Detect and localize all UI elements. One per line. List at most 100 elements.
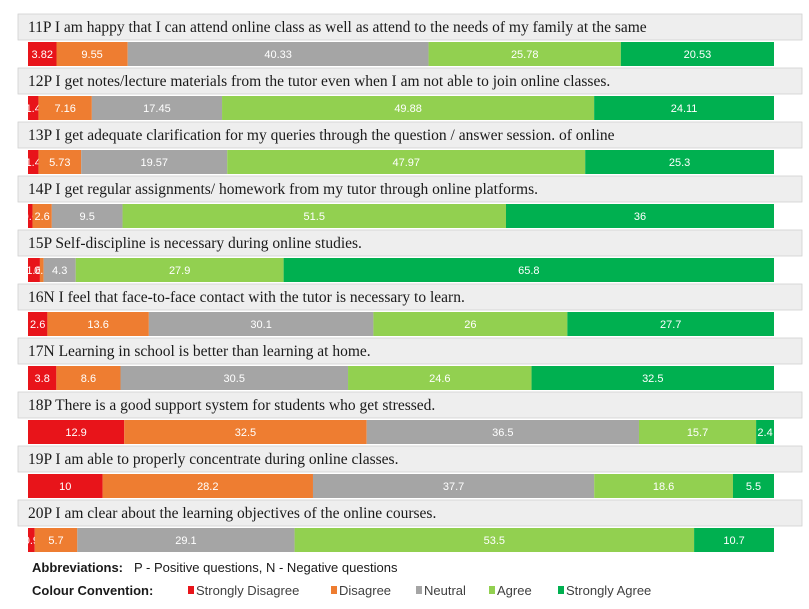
legend: Strongly Disagree Disagree Neutral Agree Str… — [188, 583, 651, 598]
bar-segment — [28, 204, 33, 228]
bar-segment — [124, 420, 367, 444]
question-band — [17, 337, 803, 365]
bar-segment — [594, 96, 774, 120]
data-label: 7.16 — [54, 103, 75, 115]
data-label: 15.7 — [687, 427, 708, 439]
bar-segment — [294, 528, 695, 552]
bar-segment — [120, 366, 349, 390]
bar-segment — [28, 150, 39, 174]
question-text: 12P I get notes/lecture materials from t… — [28, 73, 610, 90]
data-label: 3.8 — [35, 373, 50, 385]
data-label: 24.6 — [429, 373, 450, 385]
bar-segment — [77, 528, 295, 552]
bar-segment — [567, 312, 774, 336]
bar-segment — [531, 366, 774, 390]
legend-label: Strongly Agree — [566, 583, 651, 598]
bar-segment — [81, 150, 228, 174]
data-label: 2.4 — [757, 427, 772, 439]
question-row: 18P There is a good support system for s… — [17, 391, 803, 444]
bar-segment — [127, 42, 429, 66]
data-label: 26 — [464, 319, 476, 331]
data-label: 28.2 — [197, 481, 218, 493]
data-label: 1.6 — [26, 265, 41, 277]
bar-segment — [694, 528, 774, 552]
bar-segment — [28, 366, 57, 390]
question-row: 13P I get adequate clarification for my … — [17, 121, 803, 174]
data-label: 4.3 — [52, 265, 67, 277]
bar-segment — [91, 96, 223, 120]
data-label: 9.55 — [81, 49, 102, 61]
question-band — [17, 121, 803, 149]
question-text: 17N Learning in school is better than le… — [28, 343, 371, 360]
data-label: 32.5 — [642, 373, 663, 385]
data-label: 13.6 — [87, 319, 108, 331]
bar-segment — [283, 258, 774, 282]
abbreviations-label: Abbreviations: — [32, 560, 123, 575]
legend-swatch — [489, 586, 495, 594]
data-label: 20.53 — [684, 49, 712, 61]
bar-segment — [148, 312, 374, 336]
legend-swatch — [416, 586, 422, 594]
bar-segment — [28, 312, 48, 336]
question-text: 15P Self-discipline is necessary during … — [28, 235, 362, 252]
data-label: 1.4 — [26, 103, 41, 115]
data-label: 2.6 — [34, 211, 49, 223]
bar-segment — [43, 258, 76, 282]
data-label: 40.33 — [264, 49, 292, 61]
data-label: 47.97 — [392, 157, 420, 169]
legend-swatch — [558, 586, 564, 594]
data-label: 65.8 — [518, 265, 539, 277]
question-text: 11P I am happy that I can attend online … — [28, 19, 647, 36]
footer: Abbreviations: P - Positive questions, N… — [32, 560, 651, 598]
bar-segment — [56, 366, 121, 390]
bar-segment — [38, 150, 82, 174]
question-band — [17, 175, 803, 203]
question-text: 16N I feel that face-to-face contact wit… — [28, 289, 465, 306]
colour-convention-label: Colour Convention: — [32, 583, 153, 598]
data-label: 27.9 — [169, 265, 190, 277]
data-label: 37.7 — [443, 481, 464, 493]
question-band — [17, 67, 803, 95]
bar-segment — [75, 258, 284, 282]
data-label: 49.88 — [394, 103, 422, 115]
bar-segment — [594, 474, 733, 498]
question-text: 20P I am clear about the learning object… — [28, 505, 436, 522]
bar-segment — [28, 420, 125, 444]
data-label: 51.5 — [304, 211, 325, 223]
data-label: 2.6 — [30, 319, 45, 331]
data-label: 17.45 — [143, 103, 171, 115]
legend-swatch — [188, 586, 194, 594]
data-label: 36 — [634, 211, 646, 223]
question-text: 18P There is a good support system for s… — [28, 397, 435, 414]
question-text: 14P I get regular assignments/ homework … — [28, 181, 538, 198]
question-text: 19P I am able to properly concentrate du… — [28, 451, 398, 468]
data-label: 27.7 — [660, 319, 681, 331]
data-label: 32.5 — [235, 427, 256, 439]
data-label: 5.5 — [746, 481, 761, 493]
question-row: 14P I get regular assignments/ homework … — [17, 175, 803, 228]
chart-rows: 11P I am happy that I can attend online … — [17, 13, 803, 552]
bar-segment — [122, 204, 506, 228]
question-band — [17, 13, 803, 41]
question-row: 11P I am happy that I can attend online … — [17, 13, 803, 66]
legend-swatch — [331, 586, 337, 594]
question-band — [17, 391, 803, 419]
question-row: 15P Self-discipline is necessary during … — [17, 229, 803, 282]
data-label: 25.3 — [669, 157, 690, 169]
question-row: 19P I am able to properly concentrate du… — [17, 445, 803, 498]
bar-segment — [366, 420, 639, 444]
bar-segment — [102, 474, 313, 498]
data-label: 30.5 — [224, 373, 245, 385]
question-band — [17, 283, 803, 311]
bar-segment — [47, 312, 149, 336]
bar-segment — [28, 96, 39, 120]
bar-segment — [428, 42, 621, 66]
question-band — [17, 499, 803, 527]
bar-segment — [756, 420, 774, 444]
question-row: 17N Learning in school is better than le… — [17, 337, 803, 390]
data-label: 3.82 — [32, 49, 53, 61]
question-row: 20P I am clear about the learning object… — [17, 499, 803, 552]
data-label: 24.11 — [671, 103, 698, 115]
data-label: 19.57 — [140, 157, 168, 169]
